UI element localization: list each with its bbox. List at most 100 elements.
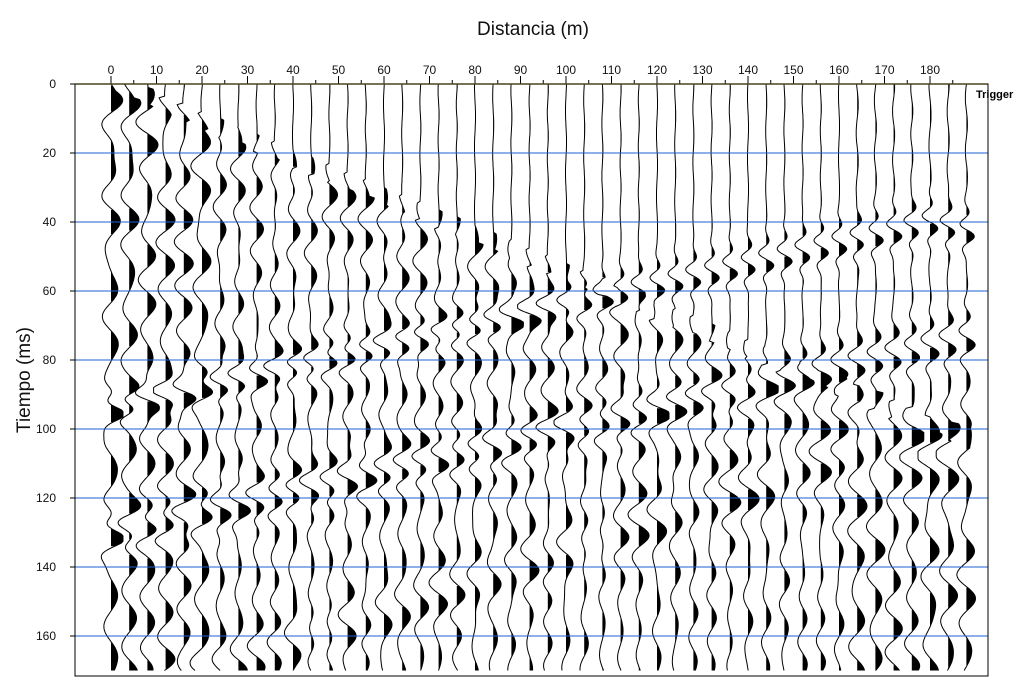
time-gridlines [75, 83, 988, 637]
trace-fill [875, 84, 885, 671]
x-tick-label: 60 [377, 63, 391, 77]
trace-wiggle [517, 83, 542, 671]
trace-fill [456, 84, 465, 671]
trace-fill [129, 90, 141, 671]
trace-fill [165, 108, 175, 669]
trace-wiggle [134, 83, 160, 671]
y-tick-label: 20 [43, 146, 57, 160]
trace-fill [820, 97, 832, 671]
x-tick-label: 160 [829, 63, 849, 77]
trace-fill [766, 89, 779, 671]
trace-wiggle [535, 83, 559, 671]
y-tick-label: 100 [36, 422, 56, 436]
trace-fill [911, 99, 924, 671]
x-tick-label: 120 [647, 63, 667, 77]
trace-fill [966, 84, 976, 666]
trace-fill [220, 108, 232, 647]
trace-fill [256, 84, 268, 671]
y-axis-ticks: 0 20 40 60 80 100 120 140 160 [36, 77, 75, 643]
trace-wiggle [356, 84, 378, 671]
trace-fill [183, 84, 196, 647]
trace-wiggle [449, 83, 466, 671]
trace-fill [893, 84, 903, 671]
trace-wiggle [956, 83, 977, 671]
trace-fill [438, 103, 449, 669]
trace-wiggle [392, 84, 412, 671]
trace-wiggle [336, 83, 359, 671]
trace-fill [402, 90, 411, 671]
x-tick-label: 40 [286, 63, 300, 77]
trace-fill [711, 84, 722, 671]
x-axis-ticks: 0 10 20 30 40 50 60 70 80 90 100 110 120 130 140 150 160… [108, 63, 954, 84]
trace-fill [729, 84, 741, 654]
trace-fill [693, 84, 704, 671]
x-tick-label: 110 [602, 63, 621, 77]
trace-fill [202, 84, 213, 649]
trace-wiggle [428, 83, 450, 671]
trigger-label: Trigger [976, 89, 1014, 101]
trace-fill [857, 90, 867, 671]
trace-fill [948, 84, 961, 669]
trace-wiggle [263, 83, 284, 671]
x-tick-label: 0 [108, 63, 115, 77]
trace-fill [748, 113, 760, 671]
x-tick-label: 100 [556, 63, 576, 77]
trace-wiggle [755, 83, 779, 671]
x-tick-label: 50 [332, 63, 346, 77]
x-tick-label: 90 [514, 63, 528, 77]
trace-wiggle [646, 83, 670, 671]
trace-fill [238, 84, 251, 671]
trace-fill [566, 84, 574, 654]
trace-wiggle [153, 83, 176, 671]
x-tick-label: 180 [920, 63, 940, 77]
x-tick-label: 20 [195, 63, 209, 77]
trace-fill [274, 106, 284, 671]
x-tick-label: 130 [692, 63, 712, 77]
trace-fill [529, 84, 542, 671]
trace-fill [584, 84, 593, 655]
x-tick-label: 80 [468, 63, 482, 77]
trace-wiggle [227, 83, 251, 671]
trace-wiggle [736, 84, 760, 671]
trace-fill [475, 101, 484, 671]
chart-title: Distancia (m) [477, 19, 589, 40]
trace-wiggle [189, 83, 213, 671]
trace-fill [384, 84, 392, 640]
trace-fill [930, 99, 942, 671]
y-tick-label: 80 [43, 353, 57, 367]
x-tick-label: 70 [423, 63, 437, 77]
y-tick-label: 140 [36, 560, 56, 574]
trace-fill [657, 89, 669, 671]
seismic-traces [100, 83, 977, 671]
trace-wiggle [553, 83, 575, 671]
trace-fill [839, 111, 849, 671]
trace-fill [638, 84, 650, 671]
y-tick-label: 120 [36, 491, 56, 505]
trace-wiggle [609, 83, 631, 671]
trace-fill [420, 84, 430, 671]
y-tick-label: 40 [43, 215, 57, 229]
trace-wiggle [411, 83, 431, 671]
trace-fill [802, 84, 815, 671]
x-tick-label: 170 [874, 63, 894, 77]
y-tick-label: 60 [43, 284, 57, 298]
trace-wiggle [319, 84, 339, 671]
y-tick-label: 160 [36, 629, 56, 643]
trace-fill [620, 84, 630, 671]
trace-wiggle [372, 84, 393, 671]
x-tick-label: 10 [150, 63, 164, 77]
plot-frame [74, 83, 989, 677]
trace-fill [347, 87, 358, 649]
trace-wiggle [100, 83, 124, 671]
trace-wiggle [627, 83, 650, 671]
x-tick-label: 30 [241, 63, 255, 77]
trace-fill [365, 94, 377, 671]
trace-fill [111, 85, 123, 671]
trace-fill [293, 89, 302, 671]
trace-fill [784, 90, 796, 642]
trace-fill [329, 84, 338, 671]
x-tick-label: 140 [738, 63, 758, 77]
x-tick-label: 150 [783, 63, 803, 77]
trace-fill [147, 84, 160, 671]
